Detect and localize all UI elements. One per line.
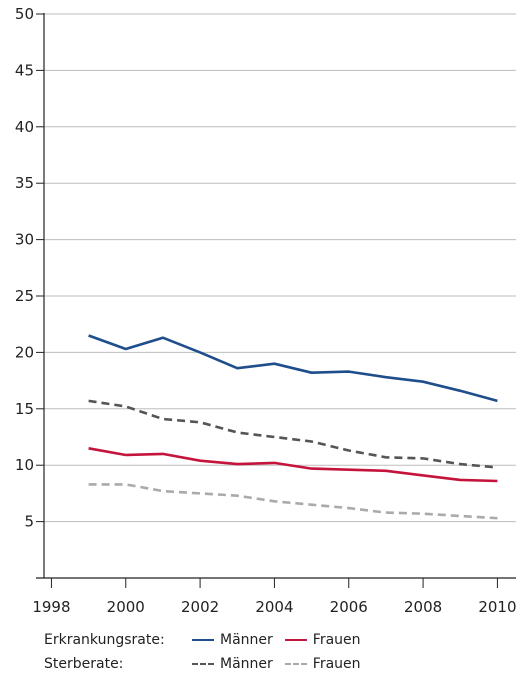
y-tick-label: 45 — [15, 61, 34, 79]
line-chart: 5 10 15 20 25 30 35 40 45 50 1998 2000 2002 2004 2006 2… — [15, 5, 517, 616]
x-tick-label: 2004 — [255, 598, 293, 616]
series-line-incidence-men — [88, 334, 498, 403]
series-line-mortality-men — [88, 399, 498, 469]
legend-group-label: Sterberate: — [44, 656, 124, 672]
y-tick-label: 40 — [15, 118, 34, 136]
legend-item-label: Männer — [220, 656, 273, 672]
y-tick-label: 15 — [15, 400, 34, 418]
y-tick-label: 35 — [15, 174, 34, 192]
x-tick-label: 2010 — [478, 598, 516, 616]
tick-labels: 5 10 15 20 25 30 35 40 45 50 1998 2000 2002 2004 2006 2… — [15, 5, 517, 616]
axes — [36, 13, 516, 588]
legend-swatch — [192, 663, 214, 665]
y-tick-label: 10 — [15, 456, 34, 474]
y-tick-label: 5 — [24, 513, 34, 531]
legend-item-mortality-men: Männer — [192, 652, 273, 676]
x-tick-label: 2002 — [181, 598, 219, 616]
legend: Erkrankungsrate: Männer Frauen Sterberat… — [44, 628, 373, 676]
legend-item-mortality-women: Frauen — [284, 652, 361, 676]
legend-swatch — [284, 663, 307, 665]
legend-item-incidence-women: Frauen — [284, 628, 361, 652]
legend-row-mortality: Sterberate: Männer Frauen — [44, 652, 373, 676]
y-tick-label: 30 — [15, 231, 34, 249]
legend-item-incidence-men: Männer — [192, 628, 273, 652]
series-line-incidence-women — [88, 447, 498, 483]
x-tick-label: 2008 — [404, 598, 442, 616]
y-tick-label: 20 — [15, 343, 34, 361]
series-line-mortality-women — [88, 483, 498, 520]
x-tick-label: 2006 — [330, 598, 368, 616]
legend-item-label: Frauen — [312, 632, 361, 648]
legend-item-label: Frauen — [312, 656, 361, 672]
y-tick-label: 25 — [15, 287, 34, 305]
series-lines — [88, 334, 498, 520]
legend-item-label: Männer — [220, 632, 273, 648]
x-tick-label: 1998 — [32, 598, 70, 616]
gridlines — [44, 13, 516, 523]
legend-row-incidence: Erkrankungsrate: Männer Frauen — [44, 628, 373, 652]
legend-group-label: Erkrankungsrate: — [44, 632, 165, 648]
legend-swatch — [192, 639, 214, 641]
x-tick-label: 2000 — [107, 598, 145, 616]
legend-swatch — [284, 639, 307, 641]
y-tick-label: 50 — [15, 5, 34, 23]
